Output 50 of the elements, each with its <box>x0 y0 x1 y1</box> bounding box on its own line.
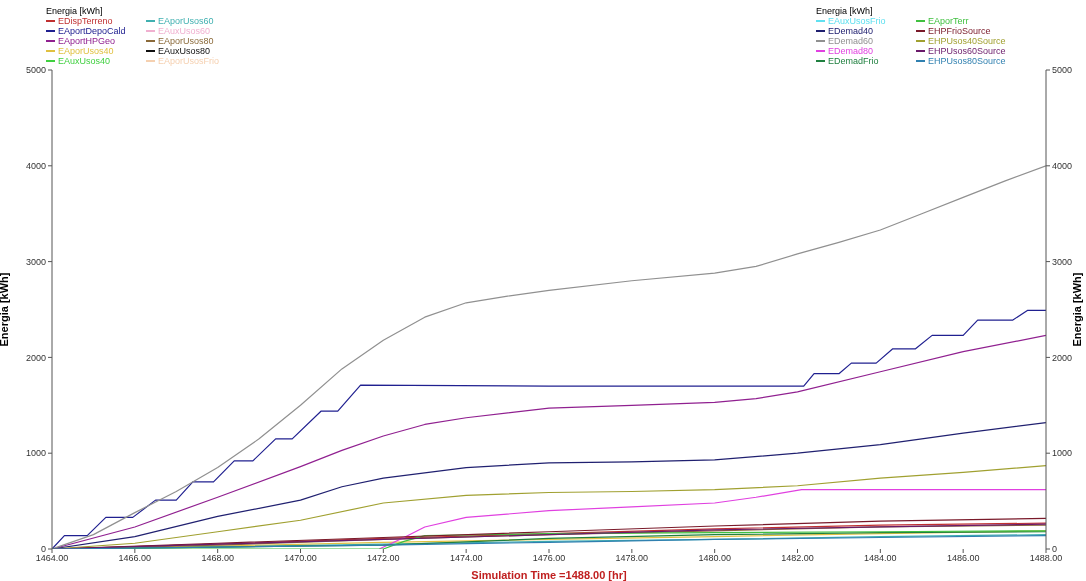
y2-tick-label: 0 <box>1052 544 1058 555</box>
text: Energia [kWh] <box>816 6 873 16</box>
x-tick-label: 1472.00 <box>367 553 400 564</box>
legend-label: EHPUsos60Source <box>927 46 1007 56</box>
y2-tick-label: 3000 <box>1052 256 1073 267</box>
legend-label: EAuxUsos60 <box>157 26 212 36</box>
legend-label: EDemad60 <box>827 36 875 46</box>
y2-tick-label: 1000 <box>1052 448 1073 459</box>
legend-label: EAporUsosFrio <box>157 56 221 66</box>
x-tick-label: 1474.00 <box>449 553 483 564</box>
x-tick-label: 1486.00 <box>946 553 980 564</box>
legend-title: Energia [kWh] <box>46 6 104 16</box>
legend-label: EAporTerr <box>927 16 970 26</box>
legend-label: EAuxUsos40 <box>57 56 112 66</box>
legend-label: EAportHPGeo <box>57 36 117 46</box>
y2-axis-title: Energia [kWh] <box>1070 272 1083 347</box>
x-tick-label: 1466.00 <box>118 553 152 564</box>
x-tick-label: 1488.00 <box>1029 553 1063 564</box>
legend-label: EHPUsos40Source <box>927 36 1007 46</box>
legend-label: EAportDepoCald <box>57 26 127 36</box>
y2-tick-label: 2000 <box>1052 352 1073 363</box>
x-tick-label: 1478.00 <box>615 553 649 564</box>
y-tick-label: 0 <box>40 544 46 555</box>
legend-label: EAuxUsosFrio <box>827 16 887 26</box>
x-tick-label: 1480.00 <box>698 553 731 564</box>
y-tick-label: 4000 <box>25 161 46 171</box>
x-tick-label: 1482.00 <box>781 553 814 564</box>
y-tick-label: 1000 <box>25 448 46 459</box>
x-tick-label: 1470.00 <box>284 553 317 564</box>
x-tick-label: 1476.00 <box>532 553 566 564</box>
legend-label: EDispTerreno <box>57 16 114 26</box>
legend-label: EDemad80 <box>827 46 875 56</box>
x-tick-label: 1464.00 <box>35 553 69 564</box>
legend-label: EHPUsos80Source <box>927 56 1007 66</box>
legend-label: EAuxUsos80 <box>157 46 212 56</box>
legend-label: EDemadFrio <box>827 56 880 66</box>
legend-label: EDemad40 <box>827 26 875 36</box>
y-axis-title: Energia [kWh] <box>0 272 10 347</box>
legend-label: EAporUsos40 <box>57 46 115 56</box>
legend-label: EAporUsos80 <box>157 36 215 46</box>
legend-label: EAporUsos60 <box>157 16 215 26</box>
y-tick-label: 3000 <box>25 256 46 267</box>
x-tick-label: 1468.00 <box>201 553 234 564</box>
legend-label: EHPFrioSource <box>927 26 992 36</box>
y-tick-label: 5000 <box>25 65 46 76</box>
y2-tick-label: 4000 <box>1052 161 1073 171</box>
y-tick-label: 2000 <box>25 352 46 363</box>
y2-tick-label: 5000 <box>1052 65 1073 76</box>
x-axis-title: Simulation Time =1488.00 [hr] <box>471 569 628 581</box>
x-tick-label: 1484.00 <box>864 553 897 564</box>
